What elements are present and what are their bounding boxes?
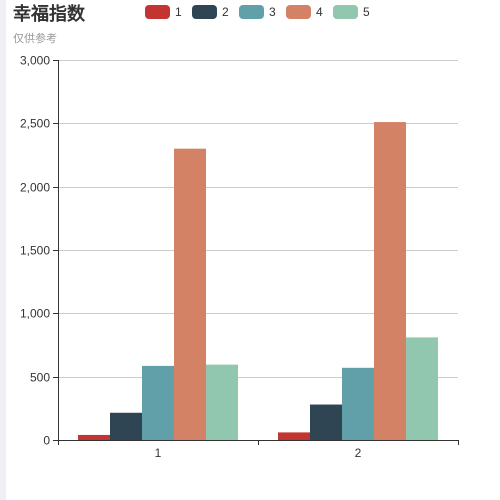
bar-series-4-cat-1[interactable]	[174, 148, 206, 440]
legend-label-3[interactable]: 3	[269, 5, 276, 19]
bar-series-5-cat-1[interactable]	[206, 364, 238, 440]
legend-swatch-4[interactable]	[286, 5, 311, 19]
legend-swatch-1[interactable]	[145, 5, 170, 19]
y-tick-label: 2,500	[20, 117, 50, 131]
chart-title: 幸福指数	[13, 3, 86, 25]
bar-series-1-cat-1[interactable]	[78, 434, 110, 440]
left-edge-strip	[0, 0, 6, 500]
legend-swatch-3[interactable]	[239, 5, 264, 19]
legend-label-4[interactable]: 4	[316, 5, 323, 19]
legend-swatch-5[interactable]	[333, 5, 358, 19]
bar-series-3-cat-2[interactable]	[342, 367, 374, 440]
bar-series-2-cat-2[interactable]	[310, 404, 342, 440]
x-tick-label: 1	[155, 446, 162, 460]
y-tick-label: 1,000	[20, 307, 50, 321]
legend-label-1[interactable]: 1	[175, 5, 182, 19]
legend-swatch-2[interactable]	[192, 5, 217, 19]
bar-series-2-cat-1[interactable]	[110, 412, 142, 440]
legend-label-5[interactable]: 5	[363, 5, 370, 19]
legend-label-2[interactable]: 2	[222, 5, 229, 19]
bar-series-3-cat-1[interactable]	[142, 365, 174, 440]
y-tick-label: 1,500	[20, 244, 50, 258]
chart-subtitle: 仅供参考	[13, 31, 57, 45]
y-tick-label: 2,000	[20, 181, 50, 195]
y-tick-label: 500	[30, 371, 50, 385]
legend: 1 2 3 4 5	[145, 5, 370, 19]
bars	[78, 122, 438, 441]
y-tick-label: 3,000	[20, 54, 50, 68]
bar-series-1-cat-2[interactable]	[278, 432, 310, 440]
x-tick-label: 2	[355, 446, 362, 460]
y-tick-label: 0	[43, 434, 50, 448]
bar-series-4-cat-2[interactable]	[374, 122, 406, 441]
bar-series-5-cat-2[interactable]	[406, 337, 438, 440]
